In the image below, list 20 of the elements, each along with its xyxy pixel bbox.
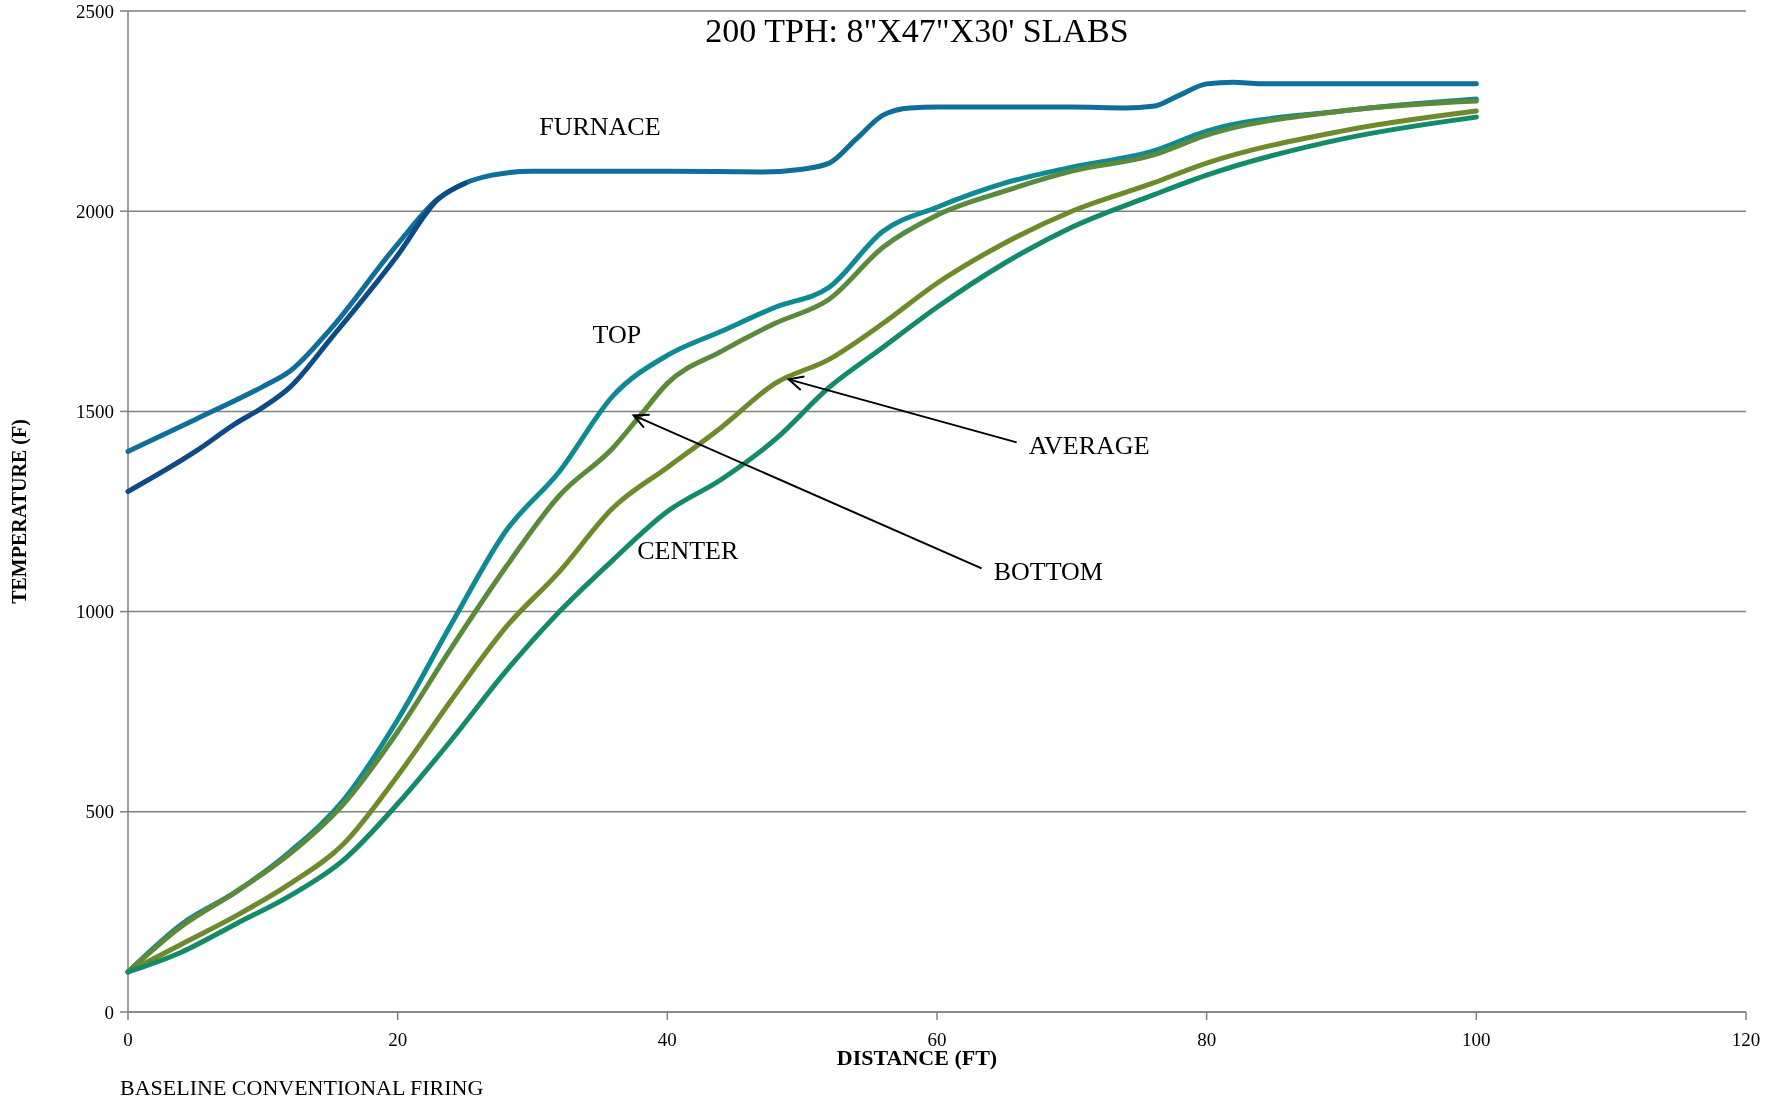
x-tick-label: 120 (1731, 1029, 1761, 1050)
annotation: AVERAGE (1028, 431, 1150, 461)
y-tick-label: 0 (104, 1001, 114, 1023)
chart-title: 200 TPH: 8"X47"X30' SLABS (705, 12, 1129, 49)
x-tick-label: 80 (1197, 1029, 1217, 1050)
series-label: CENTER (637, 536, 739, 566)
series-label: FURNACE (539, 112, 661, 142)
y-tick-label: 1500 (76, 401, 114, 423)
x-tick-label: 0 (123, 1029, 133, 1050)
y-tick-label: 2000 (76, 200, 114, 222)
y-tick-label: 1000 (76, 601, 114, 623)
annotation: BOTTOM (993, 557, 1103, 587)
y-axis-title: TEMPERATURE (F) (8, 419, 31, 604)
y-tick-label: 500 (85, 801, 114, 823)
x-tick-label: 40 (657, 1029, 677, 1050)
series-label: TOP (592, 320, 642, 350)
text: BASELINE CONVENTIONAL FIRING (120, 1075, 484, 1100)
x-tick-label: 100 (1462, 1029, 1491, 1050)
x-tick-label: 20 (388, 1029, 408, 1050)
y-tick-label: 2500 (76, 0, 114, 22)
